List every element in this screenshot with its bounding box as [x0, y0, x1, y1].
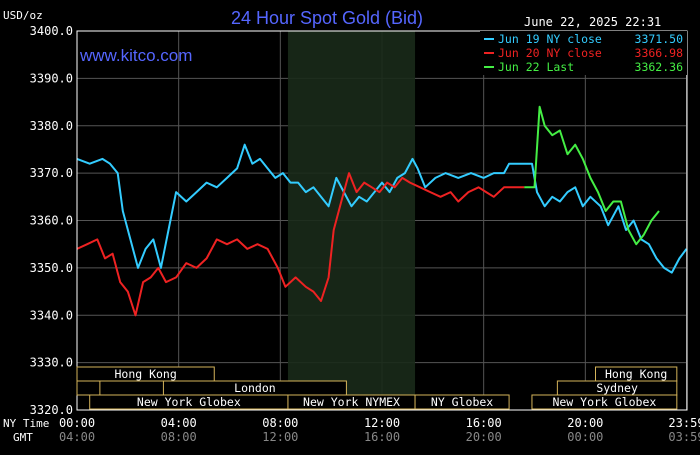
session-label: NY Globex: [431, 395, 493, 409]
session-label: Sydney: [596, 381, 638, 395]
x-tick-label-gmt: 20:00: [466, 430, 502, 444]
x-tick-label-gmt: 03:59: [668, 430, 700, 444]
y-axis-unit-label: USD/oz: [3, 9, 43, 22]
timestamp-label: June 22, 2025 22:31: [524, 15, 661, 29]
legend-value: 3362.36: [635, 60, 684, 74]
session-bar: [76, 380, 101, 396]
x-tick-label-ny: 23:59: [668, 416, 700, 430]
session-label: London: [234, 381, 276, 395]
session-label: New York NYMEX: [303, 395, 400, 409]
x-tick-label-ny: 04:00: [161, 416, 197, 430]
session-bar: [531, 394, 678, 410]
session-label: Hong Kong: [605, 367, 667, 381]
session-label: New York Globex: [552, 395, 656, 409]
x-tick-label-ny: 08:00: [262, 416, 298, 430]
plot-frame: [76, 30, 688, 411]
x-axis-label-ny: NY Time: [3, 417, 49, 430]
y-tick-label: 3340.0: [30, 308, 73, 322]
y-tick-label: 3330.0: [30, 356, 73, 370]
y-tick-label: 3400.0: [30, 24, 73, 38]
x-tick-label-gmt: 00:00: [567, 430, 603, 444]
x-tick-label-ny: 12:00: [364, 416, 400, 430]
y-tick-label: 3360.0: [30, 214, 73, 228]
x-axis-label-gmt: GMT: [13, 431, 33, 444]
legend-label: Jun 19 NY close: [498, 32, 602, 46]
y-tick-label: 3370.0: [30, 166, 73, 180]
x-axis-ticks: 00:0004:0004:0008:0008:0012:0012:0016:00…: [59, 416, 700, 444]
x-tick-label-ny: 00:00: [59, 416, 95, 430]
watermark: www.kitco.com: [79, 46, 192, 65]
nymex-session-shading: [287, 31, 416, 410]
x-tick-label-gmt: 04:00: [59, 430, 95, 444]
x-tick-label-gmt: 16:00: [364, 430, 400, 444]
legend: Jun 19 NY close 3371.50 Jun 20 NY close 336…: [480, 31, 687, 75]
chart-title: 24 Hour Spot Gold (Bid): [231, 8, 423, 28]
series-line-jun-22: [524, 105, 660, 246]
x-tick-label-ny: 20:00: [567, 416, 603, 430]
legend-label: Jun 20 NY close: [498, 46, 602, 60]
x-tick-label-gmt: 12:00: [262, 430, 298, 444]
legend-value: 3371.50: [635, 32, 684, 46]
x-tick-label-ny: 16:00: [466, 416, 502, 430]
series-line-jun-19: [76, 143, 688, 274]
legend-box: [480, 31, 687, 75]
series-lines: [76, 105, 688, 317]
y-tick-label: 3350.0: [30, 261, 73, 275]
session-label: New York Globex: [137, 395, 241, 409]
y-tick-label: 3320.0: [30, 403, 73, 417]
legend-value: 3366.98: [635, 46, 684, 60]
session-label: Hong Kong: [114, 367, 176, 381]
legend-label: Jun 22 Last: [498, 60, 574, 74]
y-tick-label: 3390.0: [30, 71, 73, 85]
session-bar: [76, 366, 215, 382]
session-bar: [414, 394, 510, 410]
x-tick-label-gmt: 08:00: [161, 430, 197, 444]
y-axis-ticks: 3400.0 3390.0 3380.0 3370.0 3360.0 3350.0 3340…: [30, 24, 73, 417]
series-line-jun-20: [76, 172, 525, 317]
y-tick-label: 3380.0: [30, 119, 73, 133]
